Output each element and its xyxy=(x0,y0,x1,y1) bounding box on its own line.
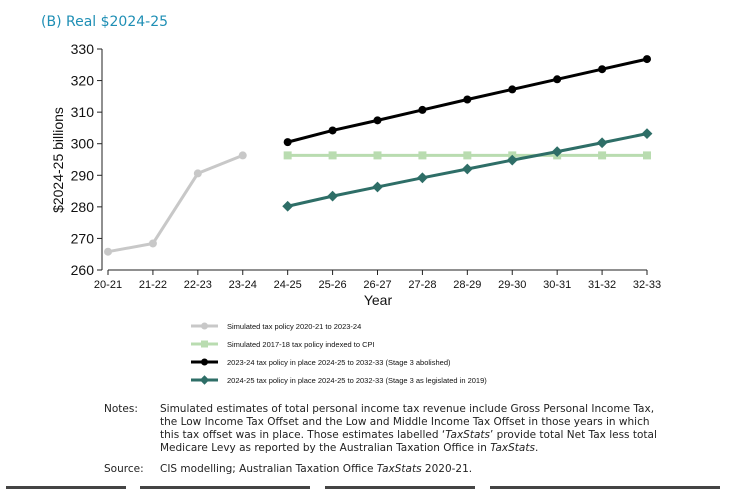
series-1-point xyxy=(148,239,157,248)
notes-block: Notes: Simulated estimates of total pers… xyxy=(104,403,704,476)
series-4 xyxy=(282,128,653,212)
legend-item: 2023-24 tax policy in place 2024-25 to 2… xyxy=(191,358,451,367)
source-text: CIS modelling; Australian Taxation Offic… xyxy=(160,463,473,475)
legend-item: Simulated 2017-18 tax policy indexed to … xyxy=(191,340,375,349)
cropped-text-fragment xyxy=(0,486,741,495)
x-tick-label: 23-24 xyxy=(229,279,257,291)
x-tick-label: 27-28 xyxy=(408,279,436,291)
series-3-point xyxy=(508,85,517,94)
x-tick-label: 20-21 xyxy=(94,279,122,291)
source-row: Source: CIS modelling; Australian Taxati… xyxy=(104,463,704,476)
series-3-point xyxy=(373,116,382,125)
legend-label: 2024-25 tax policy in place 2024-25 to 2… xyxy=(227,376,487,385)
legend-item: Simulated tax policy 2020-21 to 2023-24 xyxy=(191,322,361,331)
y-tick-label: 280 xyxy=(71,199,95,215)
series-2-point xyxy=(598,151,607,160)
x-tick-label: 32-33 xyxy=(633,279,661,291)
x-tick-label: 26-27 xyxy=(363,279,391,291)
series-3 xyxy=(283,55,651,147)
y-tick-label: 320 xyxy=(71,73,95,89)
x-tick-label: 29-30 xyxy=(498,279,526,291)
x-axis-title: Year xyxy=(364,292,393,308)
notes-line: this tax offset was in place. Those esti… xyxy=(160,429,657,441)
notes-line: the Low Income Tax Offset and the Low an… xyxy=(160,416,650,428)
series-4-point xyxy=(506,154,518,166)
series-2 xyxy=(283,151,651,160)
x-tick-label: 22-23 xyxy=(184,279,212,291)
series-2-point xyxy=(418,151,427,160)
legend-marker xyxy=(201,358,208,366)
series-4-point xyxy=(417,172,428,184)
series-4-point xyxy=(372,181,383,193)
legend: Simulated tax policy 2020-21 to 2023-24 S… xyxy=(191,322,487,385)
notes-label: Notes: xyxy=(104,403,138,415)
series-1-line xyxy=(107,154,244,254)
series-3-point xyxy=(328,126,337,135)
series-3-point xyxy=(463,95,472,104)
series-4-point xyxy=(596,137,608,149)
y-axis-title: $2024-25 billions xyxy=(50,107,66,213)
legend-item: 2024-25 tax policy in place 2024-25 to 2… xyxy=(191,375,487,385)
x-tick-label: 30-31 xyxy=(543,279,571,291)
x-tick-label: 21-22 xyxy=(139,279,167,291)
series-3-point xyxy=(598,65,607,74)
legend-marker xyxy=(199,375,210,385)
line-chart: 260 270 280 290 300 310 320 330 20-21 21-22 22-23 2… xyxy=(50,41,661,385)
series-2-point xyxy=(328,151,337,160)
legend-label: Simulated 2017-18 tax policy indexed to … xyxy=(227,340,375,349)
series-1-point xyxy=(104,247,112,256)
legend-label: 2023-24 tax policy in place 2024-25 to 2… xyxy=(227,358,451,367)
series-4-point xyxy=(327,190,338,202)
series-1 xyxy=(104,151,247,256)
series-4-point xyxy=(461,163,473,175)
notes-text: Simulated estimates of total personal in… xyxy=(160,403,704,455)
x-tick-label: 24-25 xyxy=(274,279,302,291)
legend-label: Simulated tax policy 2020-21 to 2023-24 xyxy=(227,322,361,331)
series-3-point xyxy=(418,105,427,114)
chart-axes: 260 270 280 290 300 310 320 330 20-21 21-22 22-23 2… xyxy=(71,41,661,291)
notes-row: Notes: Simulated estimates of total pers… xyxy=(104,403,704,455)
y-tick-label: 310 xyxy=(71,104,95,120)
y-tick-label: 290 xyxy=(71,167,95,183)
x-tick-label: 28-29 xyxy=(453,279,481,291)
legend-marker xyxy=(201,340,208,348)
notes-line: Medicare Levy as reported by the Austral… xyxy=(160,442,539,454)
series-4-point xyxy=(641,128,653,140)
y-tick-label: 270 xyxy=(71,230,95,246)
notes-line: Simulated estimates of total personal in… xyxy=(160,403,655,415)
series-3-point xyxy=(283,138,292,147)
x-tick-label: 25-26 xyxy=(319,279,347,291)
y-tick-label: 260 xyxy=(71,262,95,278)
y-tick-label: 300 xyxy=(71,136,95,152)
legend-marker xyxy=(201,322,208,330)
series-2-point xyxy=(463,151,472,160)
series-4-point xyxy=(282,200,294,212)
series-1-point xyxy=(193,169,202,178)
series-2-point xyxy=(643,151,651,160)
series-2-point xyxy=(373,151,382,160)
y-tick-label: 330 xyxy=(71,41,95,57)
series-3-point xyxy=(643,55,651,64)
series-layer xyxy=(104,55,653,256)
source-label: Source: xyxy=(104,463,144,475)
series-3-point xyxy=(553,75,562,84)
series-4-point xyxy=(551,146,563,158)
panel-label: (B) Real $2024-25 xyxy=(41,14,169,30)
series-2-point xyxy=(283,151,292,160)
series-1-point xyxy=(238,151,247,160)
x-tick-label: 31-32 xyxy=(588,279,616,291)
